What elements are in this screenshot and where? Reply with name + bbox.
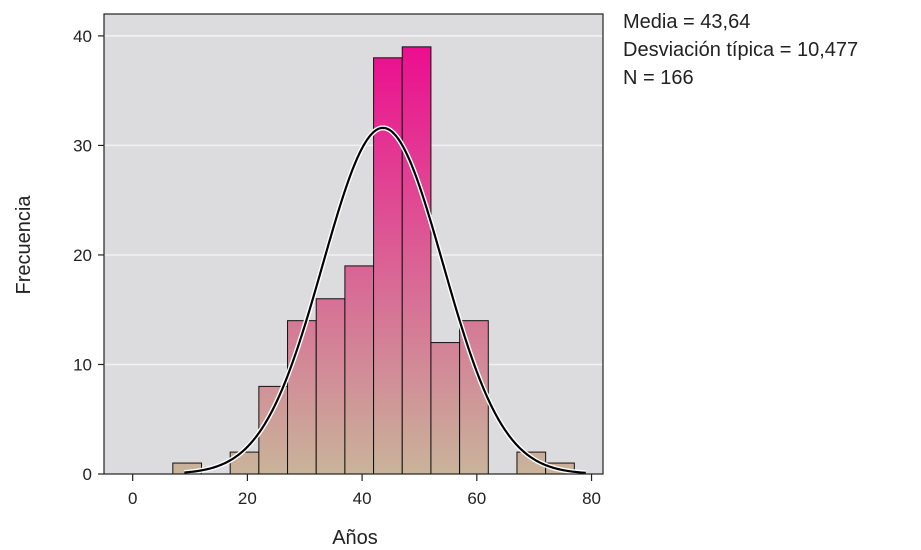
histogram-bar (315, 298, 346, 475)
y-tick-label: 30 (73, 136, 92, 155)
y-tick-label: 0 (83, 465, 92, 484)
histogram-bar (373, 57, 403, 475)
gridlines (104, 35, 603, 366)
y-axis-label: Frecuencia (13, 195, 35, 295)
x-axis-label: Años (332, 527, 378, 549)
histogram-bar (401, 46, 432, 475)
stats-std-dev: Desviación típica = 10,477 (623, 39, 859, 61)
normal-curve-line (184, 126, 586, 474)
y-tick-label: 20 (73, 246, 92, 265)
histogram-bar (459, 320, 489, 475)
histogram-bar (287, 320, 317, 475)
stats-legend: Media = 43,64 Desviación típica = 10,477… (623, 8, 858, 92)
x-tick-label: 0 (128, 489, 137, 508)
x-tick-label: 80 (582, 489, 601, 508)
stats-n: N = 166 (623, 67, 694, 89)
histogram-bar (430, 342, 461, 475)
histogram-bar (344, 265, 375, 475)
y-tick-label: 10 (73, 355, 92, 374)
x-axis: 0 20 40 60 80 (128, 474, 601, 508)
y-tick-label: 40 (73, 27, 92, 46)
y-axis: 0 10 20 30 40 (73, 27, 104, 484)
x-tick-label: 60 (467, 489, 486, 508)
normal-curve (183, 125, 587, 474)
plot-frame (103, 13, 604, 475)
x-tick-label: 20 (238, 489, 257, 508)
stats-mean: Media = 43,64 (623, 11, 751, 33)
x-tick-label: 40 (353, 489, 372, 508)
